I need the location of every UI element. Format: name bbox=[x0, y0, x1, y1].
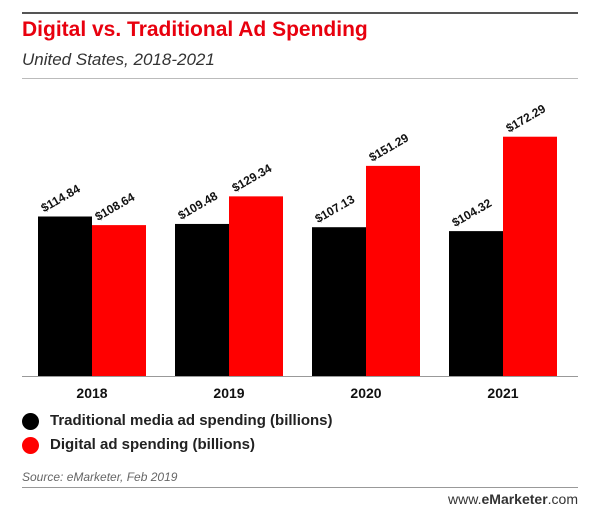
brand-url: www.eMarketer.com bbox=[448, 491, 578, 507]
data-label-digital-2018: $108.64 bbox=[93, 190, 138, 224]
data-label-digital-2019: $129.34 bbox=[230, 161, 275, 195]
brand-name: eMarketer bbox=[481, 491, 548, 507]
data-label-digital-2020: $151.29 bbox=[367, 130, 412, 164]
data-label-traditional-2018: $114.84 bbox=[39, 181, 83, 215]
legend-swatch-traditional bbox=[22, 413, 39, 430]
chart-subtitle: United States, 2018-2021 bbox=[22, 50, 215, 69]
bar-traditional-2020 bbox=[312, 227, 366, 376]
data-label-digital-2021: $172.29 bbox=[504, 101, 549, 135]
data-label-traditional-2021: $104.32 bbox=[450, 196, 495, 230]
chart-title: Digital vs. Traditional Ad Spending bbox=[22, 18, 368, 41]
bar-digital-2021 bbox=[503, 136, 557, 376]
bottom-rule bbox=[22, 487, 578, 488]
title-separator bbox=[22, 78, 578, 79]
x-tick-label-2021: 2021 bbox=[487, 385, 518, 401]
legend-label-traditional: Traditional media ad spending (billions) bbox=[50, 412, 333, 429]
top-rule bbox=[22, 12, 578, 14]
legend-label-digital: Digital ad spending (billions) bbox=[50, 436, 255, 453]
bar-traditional-2019 bbox=[175, 223, 229, 376]
bar-digital-2018 bbox=[92, 225, 146, 376]
x-tick-label-2020: 2020 bbox=[350, 385, 381, 401]
legend-swatch-digital bbox=[22, 437, 39, 454]
source-note: Source: eMarketer, Feb 2019 bbox=[22, 470, 178, 484]
data-label-traditional-2019: $109.48 bbox=[176, 189, 221, 223]
x-tick-label-2018: 2018 bbox=[76, 385, 107, 401]
bar-traditional-2021 bbox=[449, 231, 503, 376]
bar-digital-2020 bbox=[366, 165, 420, 376]
bar-traditional-2018 bbox=[38, 216, 92, 376]
bar-chart: $114.84 $108.64 2018 $109.48 $129.34 2019 $107… bbox=[22, 101, 578, 401]
data-label-traditional-2020: $107.13 bbox=[313, 192, 358, 226]
legend-item-digital: Digital ad spending (billions) bbox=[22, 434, 382, 458]
legend-item-traditional: Traditional media ad spending (billions) bbox=[22, 410, 382, 434]
x-tick-label-2019: 2019 bbox=[213, 385, 244, 401]
brand-prefix: www. bbox=[448, 491, 482, 507]
brand-suffix: .com bbox=[547, 491, 578, 507]
bar-digital-2019 bbox=[229, 196, 283, 376]
